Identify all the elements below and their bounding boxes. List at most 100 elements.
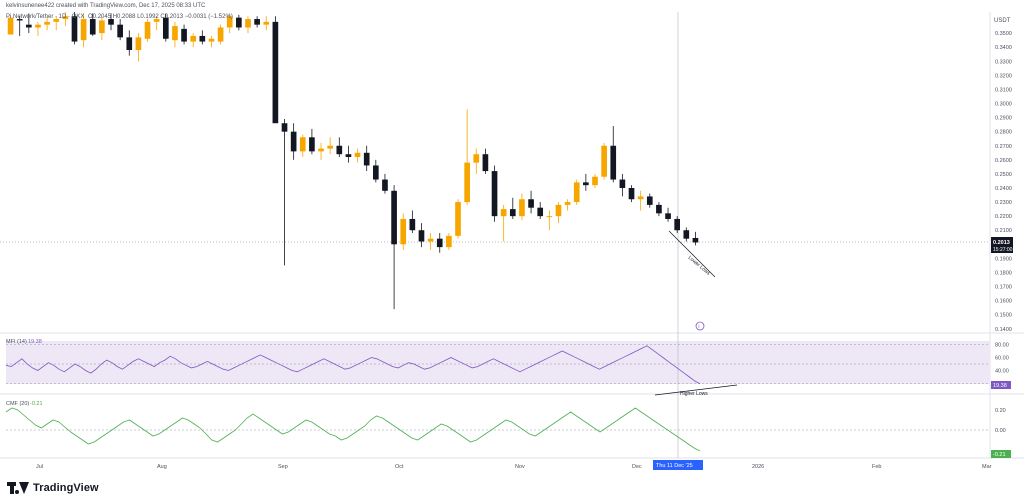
candle-body bbox=[108, 19, 114, 25]
price-tick-label: 0.3100 bbox=[995, 87, 1012, 93]
candle-body bbox=[44, 21, 50, 25]
price-tick-label: 0.2600 bbox=[995, 158, 1012, 164]
candle-body bbox=[363, 152, 370, 166]
candle-body bbox=[217, 27, 224, 42]
price-tick-label: 0.2800 bbox=[995, 130, 1012, 136]
candle-body bbox=[674, 218, 681, 231]
candle-body bbox=[473, 154, 480, 163]
symbol-name[interactable]: Pi Network/Tether · 1D · OKX bbox=[6, 14, 85, 20]
candle-body bbox=[7, 17, 14, 35]
candle-body bbox=[126, 37, 133, 51]
time-tick-label: Mar bbox=[982, 464, 992, 470]
candle-body bbox=[509, 209, 516, 217]
candle-body bbox=[299, 137, 306, 152]
candle-body bbox=[208, 38, 215, 42]
candle-body bbox=[564, 202, 571, 205]
candle-body bbox=[555, 204, 562, 217]
candle-body bbox=[80, 19, 87, 41]
candle-body bbox=[181, 28, 187, 42]
candle-body bbox=[272, 21, 279, 124]
price-tick-label: 0.1700 bbox=[995, 285, 1012, 291]
chart-canvas[interactable]: 0.3500 0.3400 0.3300 0.3200 0.3100 0.3000 0.29… bbox=[0, 0, 1024, 480]
higher-lows-trendline bbox=[654, 384, 738, 396]
time-tick-label: Feb bbox=[872, 464, 881, 470]
candle-body bbox=[236, 17, 242, 28]
countdown-text: 15:27:00 bbox=[993, 247, 1013, 253]
price-tick-label: 0.3200 bbox=[995, 73, 1012, 79]
price-tick-label: 0.2900 bbox=[995, 116, 1012, 122]
price-axis[interactable]: 0.3500 0.3400 0.3300 0.3200 0.3100 0.3000 0.29… bbox=[995, 31, 1012, 333]
candle-body bbox=[25, 24, 32, 28]
mfi-badge-text: 19.38 bbox=[993, 383, 1007, 389]
price-tick-label: 0.3500 bbox=[995, 31, 1012, 37]
candle-body bbox=[71, 16, 78, 42]
time-tick-label: Oct bbox=[395, 464, 404, 470]
cmf-value: -0.21 bbox=[30, 401, 43, 407]
mfi-title[interactable]: MFI (14) bbox=[6, 339, 27, 345]
crosshair-date-text: Thu 11 Dec '25 bbox=[656, 463, 693, 469]
candle-body bbox=[391, 190, 397, 245]
candle-body bbox=[446, 235, 452, 248]
candles bbox=[7, 12, 699, 310]
candle-body bbox=[336, 145, 343, 155]
price-tick-label: 0.1800 bbox=[995, 270, 1012, 276]
candle-body bbox=[16, 19, 23, 21]
mfi-pane: 80.00 60.00 40.00 bbox=[5, 343, 1009, 385]
candle-body bbox=[537, 207, 544, 217]
time-tick-label: 2026 bbox=[752, 464, 764, 470]
candle-body bbox=[245, 19, 251, 28]
candle-body bbox=[309, 137, 315, 152]
ohlc-values: O0.2045 H0.2088 L0.1992 C0.2013 −0.0031 … bbox=[88, 14, 233, 20]
candle-body bbox=[519, 199, 525, 217]
time-tick-label: Jul bbox=[36, 464, 43, 470]
cmf-tick-label: 0.20 bbox=[995, 408, 1006, 414]
candle-body bbox=[646, 196, 653, 205]
candle-body bbox=[53, 19, 60, 22]
price-tick-label: 0.1500 bbox=[995, 313, 1012, 319]
price-tick-label: 0.2700 bbox=[995, 144, 1012, 150]
candle-body bbox=[665, 213, 671, 219]
candle-body bbox=[382, 179, 388, 191]
candle-body bbox=[491, 171, 498, 217]
price-tick-label: 0.2100 bbox=[995, 228, 1012, 234]
candle-body bbox=[199, 35, 206, 42]
mfi-value: 19.38 bbox=[28, 339, 42, 345]
time-axis[interactable]: Jul Aug Sep Oct Nov Dec 2026 Feb Mar bbox=[36, 464, 992, 470]
crosshair-date-badge bbox=[653, 460, 703, 470]
candle-body bbox=[89, 19, 96, 35]
cmf-tick-label: 0.00 bbox=[995, 428, 1006, 434]
chart-credit: kelvinsunenee422 created with TradingVie… bbox=[6, 3, 206, 9]
cmf-title[interactable]: CMF (20) bbox=[6, 401, 29, 407]
candle-body bbox=[290, 131, 297, 152]
candle-body bbox=[592, 176, 598, 186]
price-tick-label: 0.2500 bbox=[995, 172, 1012, 178]
tradingview-brand: TradingView bbox=[33, 482, 99, 494]
candle-body bbox=[400, 218, 407, 245]
symbol-legend[interactable]: Pi Network/Tether · 1D · OKX O0.2045 H0.… bbox=[6, 14, 235, 20]
candle-body bbox=[482, 154, 489, 172]
last-price-badge bbox=[991, 237, 1013, 253]
candle-body bbox=[455, 202, 461, 236]
candle-body bbox=[427, 238, 434, 242]
price-tick-label: 0.3300 bbox=[995, 59, 1012, 65]
tradingview-logo-icon bbox=[7, 482, 29, 494]
events-marker-icon[interactable] bbox=[695, 321, 705, 331]
price-tick-label: 0.1600 bbox=[995, 299, 1012, 305]
candle-body bbox=[354, 152, 361, 158]
candle-body bbox=[528, 199, 534, 208]
price-tick-label: 0.3000 bbox=[995, 102, 1012, 108]
candle-body bbox=[637, 196, 644, 200]
price-tick-label: 0.2200 bbox=[995, 214, 1012, 220]
candle-body bbox=[683, 230, 690, 239]
candle-body bbox=[318, 148, 324, 152]
price-tick-label: 0.2400 bbox=[995, 186, 1012, 192]
lower-lows-label: Lower Lows bbox=[687, 255, 712, 277]
price-tick-label: 0.3400 bbox=[995, 45, 1012, 51]
tradingview-logo[interactable]: TradingView bbox=[7, 482, 99, 494]
candle-body bbox=[226, 16, 233, 28]
cmf-badge-text: -0.21 bbox=[993, 452, 1006, 458]
candle-body bbox=[281, 123, 288, 132]
candle-body bbox=[190, 35, 197, 42]
mfi-tick-label: 80.00 bbox=[995, 343, 1009, 349]
candle-body bbox=[583, 182, 589, 186]
